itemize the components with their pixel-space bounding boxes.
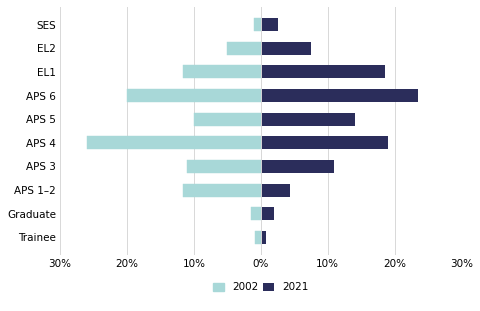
Bar bbox=[127, 89, 261, 102]
Bar bbox=[183, 183, 261, 197]
Bar bbox=[187, 160, 261, 173]
Bar bbox=[261, 42, 311, 55]
Bar bbox=[251, 207, 261, 220]
Bar bbox=[261, 160, 335, 173]
Bar bbox=[87, 136, 261, 149]
Bar bbox=[261, 183, 289, 197]
Bar bbox=[261, 65, 384, 78]
Bar bbox=[228, 42, 261, 55]
Bar bbox=[261, 113, 355, 126]
Bar bbox=[255, 231, 261, 244]
Bar bbox=[261, 136, 388, 149]
Bar bbox=[261, 89, 418, 102]
Legend: 2002, 2021: 2002, 2021 bbox=[211, 280, 311, 295]
Bar bbox=[254, 18, 261, 31]
Bar bbox=[261, 207, 274, 220]
Bar bbox=[261, 231, 265, 244]
Bar bbox=[194, 113, 261, 126]
Bar bbox=[261, 18, 277, 31]
Bar bbox=[182, 65, 261, 78]
